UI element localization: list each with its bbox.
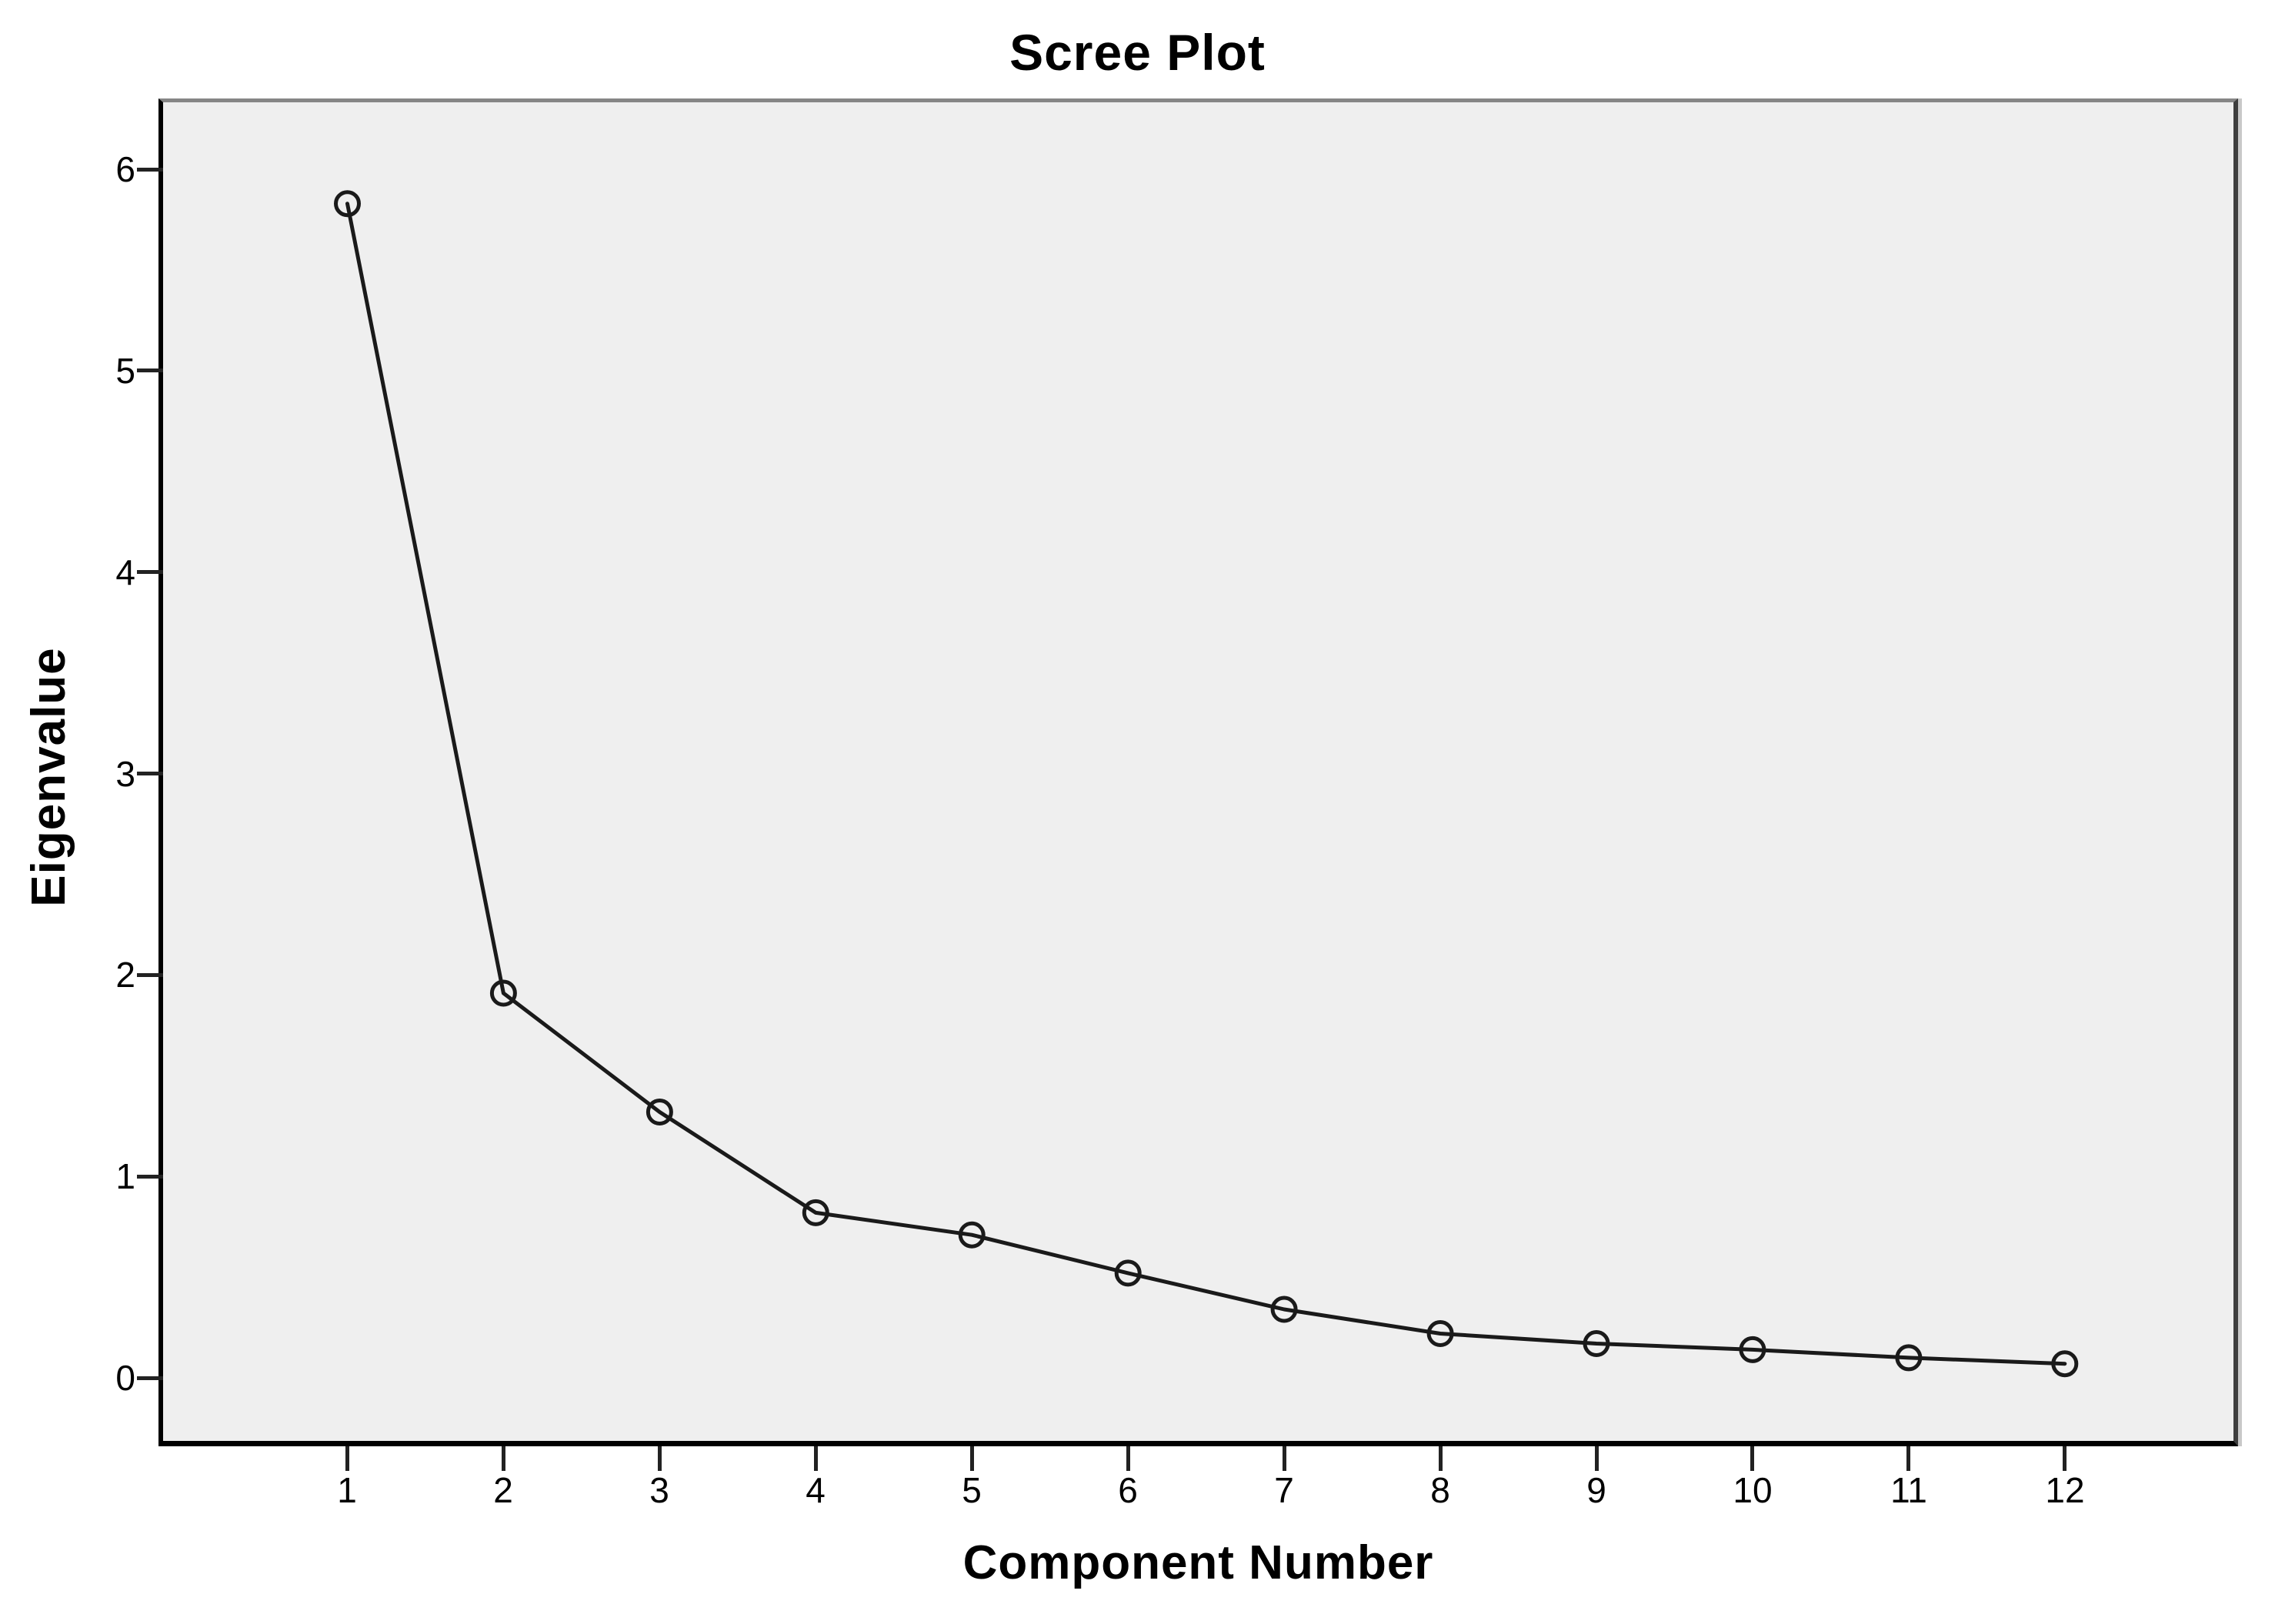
y-tick-mark xyxy=(137,772,163,775)
x-tick-mark xyxy=(814,1446,818,1471)
x-tick-mark xyxy=(502,1446,505,1471)
data-point-marker xyxy=(645,1099,673,1125)
plot-area xyxy=(158,98,2238,1446)
data-point-marker xyxy=(1739,1336,1766,1363)
y-tick-label: 1 xyxy=(115,1156,135,1196)
y-tick-mark xyxy=(137,368,163,372)
data-point-marker xyxy=(1583,1330,1610,1357)
x-tick-mark xyxy=(1595,1446,1599,1471)
y-tick-label: 2 xyxy=(115,955,135,995)
x-tick-mark xyxy=(1439,1446,1443,1471)
data-point-marker xyxy=(1270,1296,1298,1323)
x-tick-mark xyxy=(2063,1446,2067,1471)
x-tick-mark xyxy=(1906,1446,1910,1471)
y-axis-label: Eigenvalue xyxy=(22,647,75,907)
x-tick-label: 12 xyxy=(2045,1470,2085,1510)
x-tick-label: 2 xyxy=(493,1470,513,1510)
x-tick-mark xyxy=(1126,1446,1130,1471)
y-tick-label: 5 xyxy=(115,351,135,391)
x-tick-label: 3 xyxy=(649,1470,669,1510)
data-point-marker xyxy=(1114,1259,1142,1287)
x-tick-mark xyxy=(1750,1446,1754,1471)
chart-title: Scree Plot xyxy=(1009,24,1266,81)
x-axis-label: Component Number xyxy=(962,1536,1434,1589)
y-tick-label: 0 xyxy=(115,1358,135,1398)
data-point-marker xyxy=(2051,1350,2079,1378)
x-tick-label: 4 xyxy=(806,1470,826,1510)
y-tick-label: 6 xyxy=(115,149,135,189)
plot-canvas xyxy=(334,190,2079,1378)
y-tick-mark xyxy=(137,973,163,977)
x-tick-label: 1 xyxy=(337,1470,357,1510)
x-tick-label: 8 xyxy=(1430,1470,1450,1510)
y-tick-mark xyxy=(137,168,163,172)
x-tick-label: 6 xyxy=(1118,1470,1138,1510)
x-tick-mark xyxy=(345,1446,349,1471)
data-point-marker xyxy=(802,1199,829,1226)
data-point-marker xyxy=(489,979,517,1007)
x-tick-mark xyxy=(658,1446,662,1471)
y-tick-mark xyxy=(137,1175,163,1179)
x-tick-mark xyxy=(1283,1446,1286,1471)
y-tick-mark xyxy=(137,570,163,574)
x-tick-label: 7 xyxy=(1274,1470,1294,1510)
data-point-marker xyxy=(1426,1320,1454,1347)
y-tick-label: 3 xyxy=(115,754,135,794)
y-tick-mark xyxy=(137,1376,163,1380)
data-point-marker xyxy=(1895,1344,1923,1372)
x-tick-label: 10 xyxy=(1733,1470,1773,1510)
x-tick-label: 5 xyxy=(962,1470,982,1510)
scree-line xyxy=(345,202,2067,1366)
x-tick-label: 11 xyxy=(1890,1470,1927,1510)
data-point-marker xyxy=(334,190,361,218)
x-tick-label: 9 xyxy=(1586,1470,1606,1510)
data-point-marker xyxy=(958,1221,986,1249)
x-tick-mark xyxy=(970,1446,974,1471)
y-tick-label: 4 xyxy=(115,552,135,592)
